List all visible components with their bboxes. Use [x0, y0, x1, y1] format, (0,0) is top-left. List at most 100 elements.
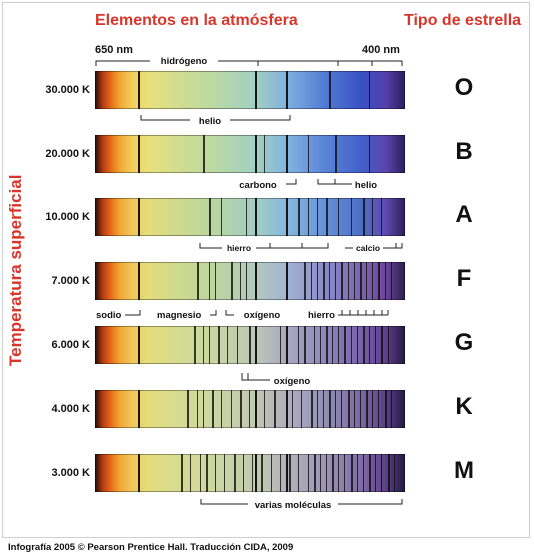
label-calcio: calcio	[356, 243, 380, 253]
absorption-line	[197, 262, 199, 300]
absorption-line	[363, 326, 365, 364]
absorption-line	[209, 326, 210, 364]
absorption-line	[366, 390, 368, 428]
absorption-line	[335, 390, 336, 428]
absorption-line	[326, 198, 328, 236]
absorption-line	[286, 390, 288, 428]
absorption-line	[200, 454, 201, 492]
star-class-label: A	[455, 201, 473, 228]
absorption-line	[304, 262, 306, 300]
absorption-line	[274, 390, 276, 428]
absorption-line	[391, 390, 392, 428]
absorption-line	[252, 454, 253, 492]
absorption-line	[218, 326, 220, 364]
star-class-label: K	[455, 393, 473, 420]
absorption-line	[190, 454, 191, 492]
absorption-line	[335, 135, 337, 173]
absorption-line	[227, 326, 228, 364]
absorption-line	[240, 262, 241, 300]
absorption-line	[304, 326, 306, 364]
absorption-line	[255, 262, 257, 300]
absorption-line	[286, 198, 288, 236]
absorption-line	[391, 262, 392, 300]
label-hierro-a: hierro	[227, 243, 251, 253]
absorption-line	[326, 454, 327, 492]
absorption-line	[354, 390, 355, 428]
temperature-label: 30.000 K	[45, 84, 90, 96]
absorption-line	[138, 454, 140, 492]
spectrum-strip-a	[95, 198, 405, 236]
absorption-line	[286, 262, 288, 300]
spectrum-strip-k	[95, 390, 405, 428]
absorption-line	[323, 390, 324, 428]
absorption-line	[381, 454, 382, 492]
absorption-line	[234, 454, 236, 492]
absorption-line	[378, 262, 380, 300]
absorption-line	[363, 198, 365, 236]
absorption-line	[280, 454, 281, 492]
absorption-line	[394, 454, 395, 492]
absorption-line	[329, 71, 331, 109]
absorption-line	[329, 390, 331, 428]
spectrum-strip-b	[95, 135, 405, 173]
absorption-line	[240, 390, 242, 428]
absorption-line	[385, 262, 386, 300]
absorption-line	[243, 454, 244, 492]
absorption-line	[332, 454, 334, 492]
absorption-line	[360, 390, 361, 428]
absorption-line	[314, 454, 316, 492]
absorption-line	[317, 390, 318, 428]
absorption-line	[264, 135, 265, 173]
absorption-line	[332, 326, 333, 364]
absorption-line	[381, 326, 383, 364]
absorption-line	[246, 262, 247, 300]
star-class-label: F	[456, 265, 472, 292]
star-class-label: O	[454, 74, 474, 101]
absorption-line	[338, 198, 339, 236]
absorption-line	[329, 262, 330, 300]
absorption-line	[255, 390, 257, 428]
absorption-line	[311, 262, 312, 300]
absorption-line	[357, 326, 358, 364]
temperature-label: 4.000 K	[51, 403, 90, 415]
absorption-line	[335, 262, 336, 300]
absorption-line	[197, 390, 198, 428]
wavelength-left-label: 650 nm	[95, 44, 133, 56]
wavelength-right-label: 400 nm	[362, 44, 400, 56]
star-class-label: G	[454, 329, 474, 356]
temperature-label: 10.000 K	[45, 211, 90, 223]
absorption-line	[298, 326, 299, 364]
absorption-line	[194, 326, 196, 364]
absorption-line	[203, 326, 204, 364]
absorption-line	[286, 71, 288, 109]
absorption-line	[138, 71, 140, 109]
absorption-line	[286, 326, 288, 364]
absorption-line	[369, 71, 370, 109]
absorption-line	[249, 390, 250, 428]
absorption-line	[311, 390, 313, 428]
star-class-label: B	[455, 138, 473, 165]
label-helio-b: helio	[355, 180, 377, 191]
absorption-line	[298, 454, 299, 492]
credit-footer: Infografía 2005 © Pearson Prentice Hall.…	[8, 542, 294, 553]
absorption-line	[372, 390, 373, 428]
label-helio-o: helio	[199, 116, 221, 127]
absorption-line	[320, 454, 321, 492]
absorption-line	[255, 454, 257, 492]
absorption-line	[338, 454, 339, 492]
absorption-line	[255, 198, 257, 236]
absorption-line	[138, 198, 140, 236]
absorption-line	[187, 390, 189, 428]
spectrum-strip-m	[95, 454, 405, 492]
absorption-line	[388, 326, 389, 364]
absorption-line	[348, 262, 349, 300]
absorption-line	[292, 390, 293, 428]
absorption-line	[249, 326, 251, 364]
temperature-label: 7.000 K	[51, 275, 90, 287]
label-varias-moleculas: varias moléculas	[255, 500, 332, 511]
absorption-line	[255, 135, 257, 173]
absorption-line	[286, 454, 288, 492]
absorption-line	[372, 262, 373, 300]
star-class-label: M	[454, 457, 474, 484]
